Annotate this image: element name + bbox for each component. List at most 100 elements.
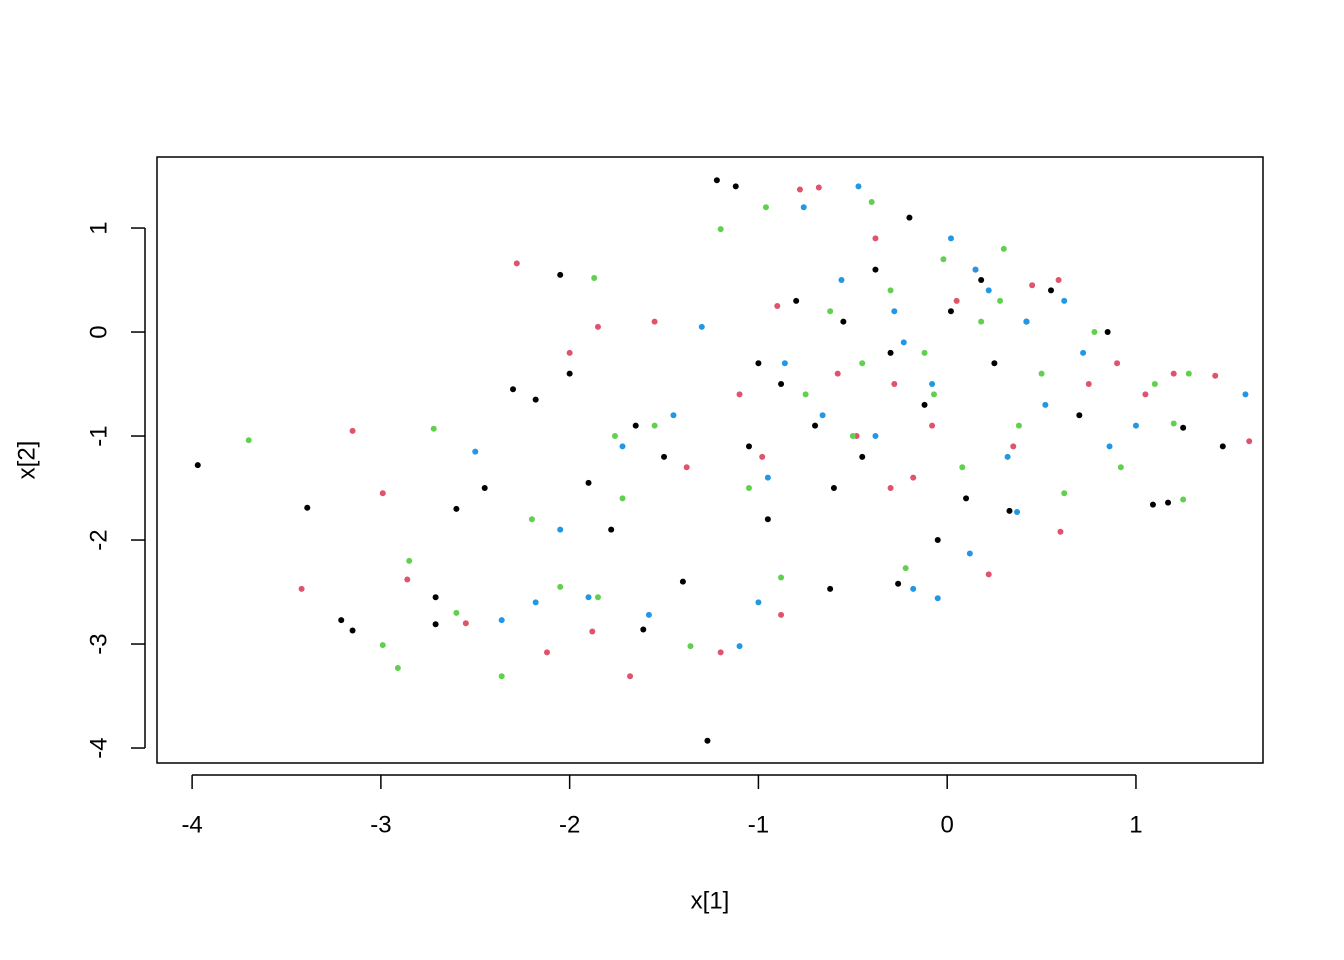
x-tick-label: -1	[748, 811, 769, 838]
point	[532, 599, 539, 606]
point	[557, 583, 564, 590]
point	[736, 643, 743, 650]
point	[1061, 297, 1068, 304]
point	[432, 594, 439, 601]
point	[1085, 381, 1092, 388]
point	[349, 627, 356, 634]
point	[929, 422, 936, 429]
point	[1055, 277, 1062, 284]
point	[1180, 496, 1187, 503]
point	[640, 626, 647, 633]
point	[338, 617, 345, 624]
point	[704, 737, 711, 744]
point	[619, 443, 626, 450]
point	[1165, 499, 1172, 506]
point	[498, 617, 505, 624]
point	[812, 422, 819, 429]
point	[651, 422, 658, 429]
point	[619, 495, 626, 502]
point	[1004, 453, 1011, 460]
point	[589, 628, 596, 635]
x-tick-label: -2	[559, 811, 580, 838]
point	[868, 199, 875, 206]
point	[764, 474, 771, 481]
point	[940, 256, 947, 263]
point	[543, 649, 550, 656]
point	[934, 595, 941, 602]
point	[585, 594, 592, 601]
point	[1014, 508, 1021, 515]
point	[394, 664, 401, 671]
point	[762, 204, 769, 211]
point	[859, 453, 866, 460]
point	[404, 576, 411, 583]
point	[827, 585, 834, 592]
point	[498, 673, 505, 680]
point	[815, 184, 822, 191]
point	[887, 485, 894, 492]
point	[349, 427, 356, 434]
point	[1042, 401, 1049, 408]
point	[594, 594, 601, 601]
point	[959, 464, 966, 471]
point	[745, 485, 752, 492]
point	[953, 297, 960, 304]
point	[1132, 422, 1139, 429]
y-axis-label: x[2]	[13, 441, 40, 480]
point	[840, 318, 847, 325]
point	[895, 580, 902, 587]
point	[1015, 422, 1022, 429]
point	[800, 204, 807, 211]
point	[1185, 370, 1192, 377]
point	[963, 495, 970, 502]
y-tick-label: 1	[85, 221, 112, 234]
point	[778, 574, 785, 581]
point	[910, 474, 917, 481]
point	[774, 303, 781, 310]
point	[966, 550, 973, 557]
point	[528, 516, 535, 523]
point	[557, 271, 564, 278]
point	[1048, 287, 1055, 294]
point	[872, 433, 879, 440]
point	[1080, 349, 1087, 356]
point	[1219, 443, 1226, 450]
point	[745, 443, 752, 450]
x-axis-label: x[1]	[691, 887, 730, 914]
point	[910, 585, 917, 592]
point	[902, 565, 909, 572]
point	[1076, 412, 1083, 419]
point	[1170, 370, 1177, 377]
point	[683, 464, 690, 471]
point	[304, 504, 311, 511]
point	[627, 673, 634, 680]
point	[827, 308, 834, 315]
point	[453, 505, 460, 512]
x-tick-label: 1	[1129, 811, 1142, 838]
point	[849, 433, 856, 440]
point	[1029, 282, 1036, 289]
point	[1242, 391, 1249, 398]
point	[1212, 372, 1219, 379]
point	[802, 391, 809, 398]
point	[1246, 438, 1253, 445]
point	[1006, 507, 1013, 514]
plot-box	[156, 156, 1264, 764]
point	[930, 391, 937, 398]
point	[978, 277, 985, 284]
x-tick-label: -4	[181, 811, 202, 838]
point	[997, 297, 1004, 304]
point	[1142, 391, 1149, 398]
point	[755, 599, 762, 606]
point	[887, 349, 894, 356]
point	[921, 349, 928, 356]
point	[985, 287, 992, 294]
point	[781, 360, 788, 367]
point	[838, 277, 845, 284]
point	[859, 360, 866, 367]
point	[379, 490, 386, 497]
point	[834, 370, 841, 377]
point	[1117, 464, 1124, 471]
point	[566, 370, 573, 377]
